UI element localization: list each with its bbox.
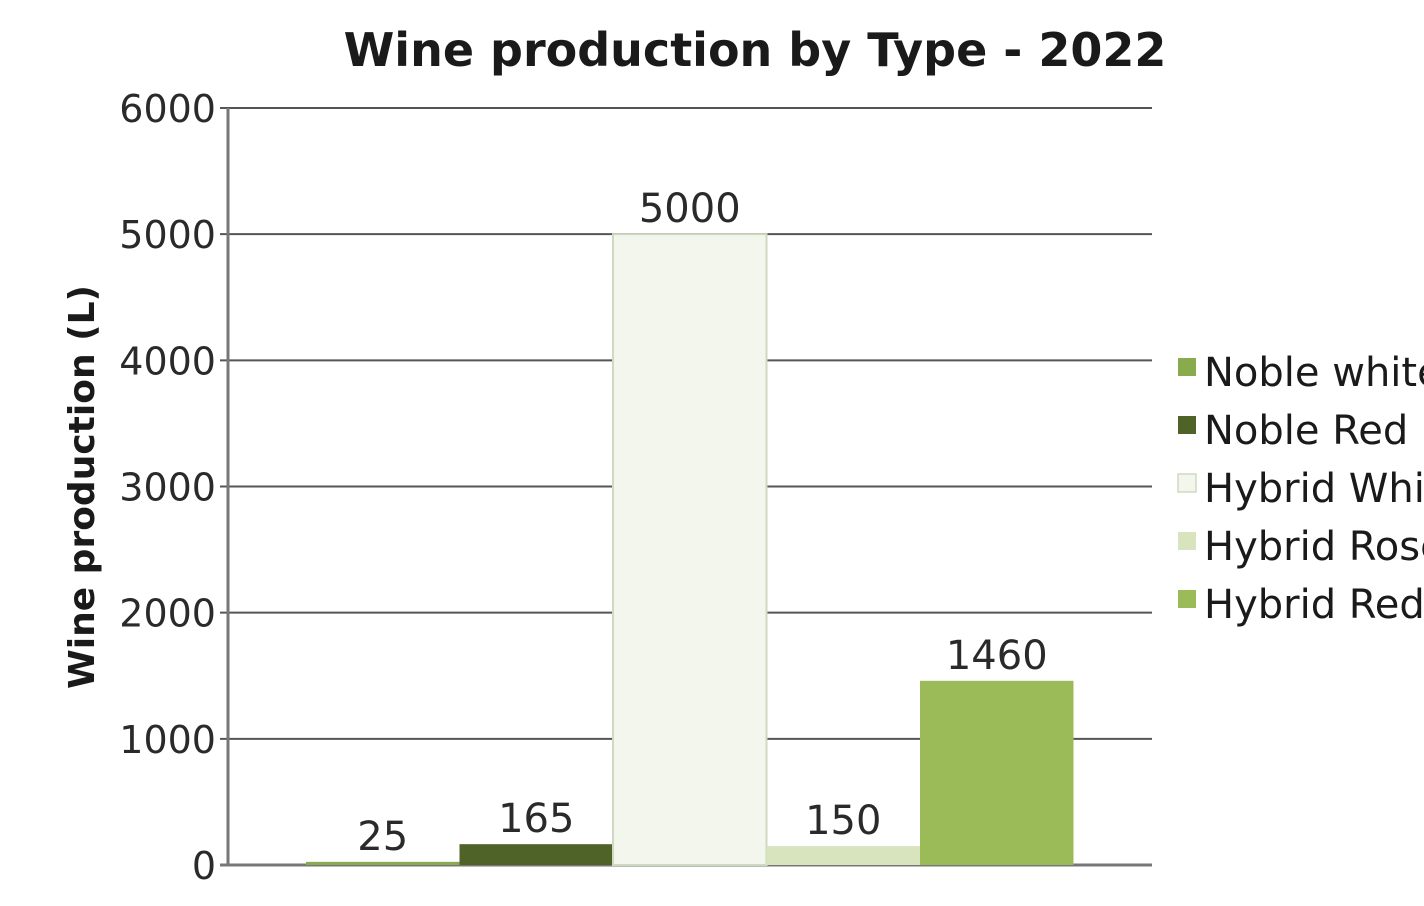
data-label: 25 — [357, 814, 408, 860]
legend-swatch — [1178, 590, 1196, 608]
legend-label: Hybrid Red — [1204, 582, 1424, 628]
data-label: 165 — [498, 796, 574, 842]
bar — [766, 846, 920, 865]
legend-label: Hybrid White — [1204, 466, 1424, 512]
y-tick-label: 1000 — [119, 718, 216, 762]
legend-swatch — [1177, 473, 1197, 493]
legend: Noble white Noble Red Hybrid White Hybrid R… — [1177, 350, 1424, 628]
y-tick-labels: 0 1000 2000 3000 4000 5000 6000 — [119, 87, 216, 888]
y-tick-label: 0 — [192, 844, 216, 888]
y-axis-label: Wine production (L) — [62, 285, 103, 689]
legend-swatch — [1178, 358, 1196, 376]
data-label: 150 — [805, 798, 881, 844]
y-tick-label: 3000 — [119, 466, 216, 510]
legend-label: Noble white — [1204, 350, 1424, 396]
bar — [459, 844, 613, 865]
data-labels: 25 165 5000 150 1460 — [357, 186, 1047, 860]
chart-title: Wine production by Type - 2022 — [344, 23, 1167, 77]
legend-swatch — [1178, 416, 1196, 434]
bar — [612, 233, 768, 866]
y-tick-label: 5000 — [119, 213, 216, 257]
y-tick-label: 6000 — [119, 87, 216, 131]
legend-label: Noble Red — [1204, 408, 1408, 454]
legend-label: Hybrid Rosé — [1204, 524, 1424, 570]
bar — [306, 861, 460, 865]
data-label: 5000 — [639, 186, 741, 232]
y-tick-label: 4000 — [119, 339, 216, 383]
legend-swatch — [1178, 532, 1196, 550]
y-tick-label: 2000 — [119, 592, 216, 636]
data-label: 1460 — [946, 633, 1048, 679]
bar — [920, 680, 1074, 865]
bars — [306, 233, 1074, 866]
